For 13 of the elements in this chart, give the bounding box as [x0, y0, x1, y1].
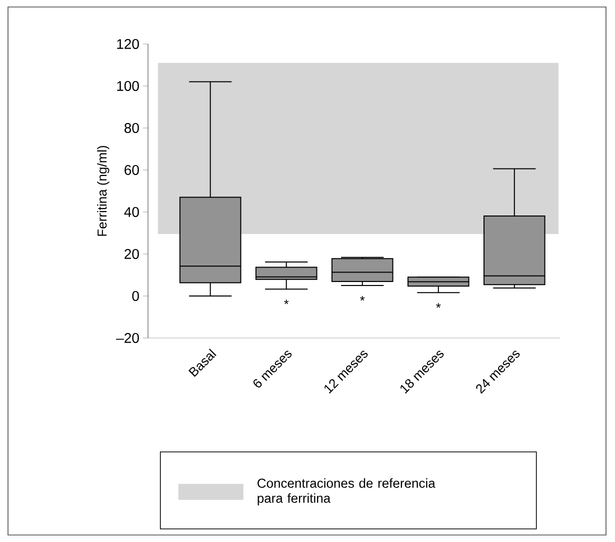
legend-label: Concentraciones de referencia para ferritina	[258, 478, 436, 506]
y-tick-label: 80	[124, 123, 139, 133]
y-tick-label: 120	[117, 39, 139, 49]
y-tick-label: 60	[124, 165, 139, 175]
y-tick-label: 100	[117, 81, 139, 91]
y-tick-label: 20	[124, 249, 139, 259]
y-tick-label: 0	[132, 291, 139, 301]
annotation: *	[360, 296, 365, 301]
y-tick-label: 40	[124, 207, 139, 217]
annotation: *	[436, 303, 441, 308]
y-tick-label: –20	[116, 333, 139, 343]
y-axis-title: Ferritina (ng/ml)	[97, 146, 110, 236]
annotation: *	[284, 300, 289, 304]
